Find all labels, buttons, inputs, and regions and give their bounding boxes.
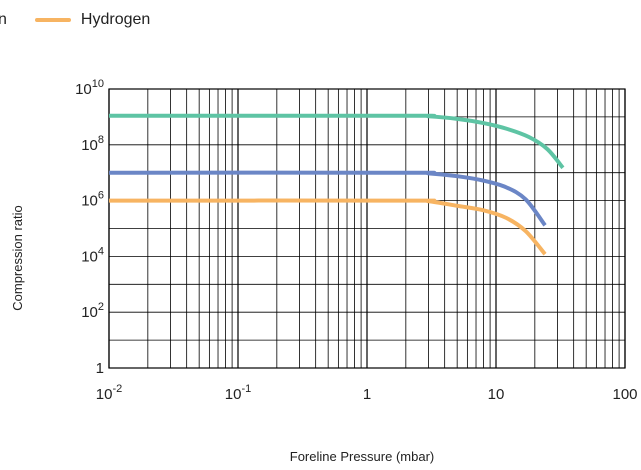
y-tick-exponent: 6 (98, 190, 104, 202)
y-tick-label: 1010 (75, 78, 104, 98)
y-tick-label: 106 (81, 190, 104, 210)
series-line-3 (108, 198, 547, 256)
series-line-1 (108, 113, 565, 170)
x-tick-exponent: -2 (112, 383, 122, 395)
y-axis-label: Compression ratio (10, 205, 25, 311)
x-tick-label: 100 (612, 386, 637, 403)
x-tick-base: 10 (488, 386, 505, 403)
y-tick-exponent: 2 (98, 301, 104, 313)
x-tick-exponent: -1 (241, 383, 251, 395)
legend-label-cut: n (0, 11, 7, 28)
y-tick-exponent: 4 (98, 245, 104, 257)
y-tick-base: 1 (96, 360, 104, 377)
x-tick-label: 10-2 (96, 383, 122, 403)
series-line-2 (108, 170, 547, 227)
legend-label-hydrogen: Hydrogen (80, 11, 151, 28)
grid-major (108, 88, 626, 369)
y-tick-base: 10 (81, 304, 98, 321)
x-tick-base: 1 (363, 386, 371, 403)
x-axis-label: Foreline Pressure (mbar) (290, 449, 435, 464)
legend: n Hydrogen (0, 8, 150, 32)
y-tick-base: 10 (81, 193, 98, 210)
x-tick-labels: 10-2 10-1 1 10 100 (96, 383, 638, 403)
plot-frame (108, 88, 626, 369)
x-tick-label: 10-1 (225, 383, 251, 403)
y-tick-base: 10 (81, 248, 98, 265)
x-tick-base: 100 (612, 386, 637, 403)
y-tick-label: 108 (81, 134, 104, 154)
x-tick-label: 1 (363, 386, 371, 403)
y-tick-label: 102 (81, 301, 104, 321)
y-tick-label: 104 (81, 245, 104, 265)
x-tick-label: 10 (488, 386, 505, 403)
y-tick-base: 10 (75, 81, 92, 98)
x-tick-base: 10 (225, 386, 242, 403)
y-tick-exponent: 8 (98, 134, 104, 146)
y-tick-base: 10 (81, 137, 98, 154)
x-tick-base: 10 (96, 386, 113, 403)
legend-swatch-hydrogen (34, 18, 71, 22)
y-tick-label: 1 (96, 360, 104, 377)
series-layer (108, 113, 565, 256)
y-tick-exponent: 10 (92, 78, 104, 90)
